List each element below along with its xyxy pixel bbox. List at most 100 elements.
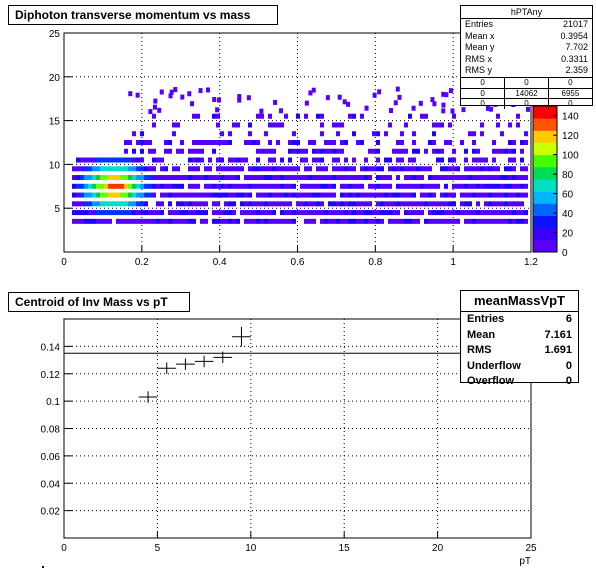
heatmap-cell <box>344 192 348 198</box>
heatmap-cell <box>236 183 240 189</box>
heatmap-cell <box>432 218 436 224</box>
heatmap-cell <box>184 201 188 207</box>
heatmap-cell <box>200 218 204 224</box>
heatmap-cell <box>524 192 528 198</box>
heatmap-cell <box>88 192 92 198</box>
heatmap-cell <box>152 210 156 216</box>
heatmap-cell <box>320 218 324 224</box>
heatmap-cell <box>148 148 152 154</box>
heatmap-cell <box>204 140 208 145</box>
heatmap-cell <box>236 122 240 128</box>
heatmap-cell <box>80 218 84 224</box>
heatmap-cell <box>324 218 328 224</box>
heatmap-cell <box>476 166 480 172</box>
heatmap-cell <box>480 131 484 137</box>
heatmap-cell <box>348 113 352 119</box>
heatmap-cell <box>416 201 420 207</box>
heatmap-cell <box>360 175 364 181</box>
heatmap-cell <box>524 210 528 216</box>
heatmap-cell <box>184 192 188 198</box>
heatmap-cell <box>156 210 160 216</box>
heatmap-cell <box>300 183 304 189</box>
heatmap-cell <box>288 210 292 216</box>
heatmap-cell <box>460 192 464 198</box>
heatmap-cell <box>420 183 424 189</box>
heatmap-cell <box>264 183 268 189</box>
heatmap-cell <box>188 157 192 163</box>
heatmap-cell <box>100 218 104 224</box>
heatmap-cell <box>400 183 404 189</box>
heatmap-cell <box>428 210 432 216</box>
heatmap-cell <box>196 113 200 119</box>
heatmap-cell <box>260 201 264 207</box>
heatmap-cell <box>304 218 308 224</box>
heatmap-cell <box>88 201 92 207</box>
heatmap-cell <box>492 201 496 207</box>
heatmap-cell <box>492 218 496 224</box>
heatmap-cell <box>404 218 408 224</box>
heatmap-cell <box>472 148 476 154</box>
heatmap-cell <box>280 192 284 198</box>
y-tick-label: 10 <box>49 160 61 171</box>
heatmap-cell <box>432 101 437 107</box>
heatmap-cell <box>148 109 153 115</box>
heatmap-cell <box>136 166 140 172</box>
heatmap-cell <box>372 218 376 224</box>
heatmap-cell <box>156 201 160 207</box>
heatmap-cell <box>484 183 488 189</box>
heatmap-cell <box>520 148 524 154</box>
heatmap-cell <box>224 218 228 224</box>
heatmap-cell <box>84 157 88 163</box>
heatmap-cell <box>320 210 324 216</box>
heatmap-cell <box>264 218 268 224</box>
heatmap-cell <box>356 218 360 224</box>
heatmap-cell <box>100 201 104 207</box>
heatmap-cell <box>476 192 480 198</box>
heatmap-cell <box>220 192 224 198</box>
palette-band <box>533 118 557 131</box>
heatmap-cell <box>132 166 136 172</box>
heatmap-cell <box>72 175 76 181</box>
heatmap-cell <box>516 218 520 224</box>
heatmap-cell <box>128 91 133 97</box>
heatmap-cell <box>76 218 80 224</box>
heatmap-cell <box>120 218 124 224</box>
heatmap-cell <box>196 175 200 181</box>
heatmap-cell <box>320 122 324 128</box>
heatmap-cell <box>468 131 472 137</box>
heatmap-cell <box>484 166 488 172</box>
heatmap-cell <box>124 148 128 154</box>
heatmap-cell <box>144 192 148 198</box>
heatmap-cell <box>244 183 248 189</box>
heatmap-cell <box>440 192 444 198</box>
heatmap-cell <box>324 175 328 181</box>
heatmap-cell <box>169 89 174 95</box>
heatmap-cell <box>272 157 276 163</box>
heatmap-cell <box>412 166 416 172</box>
heatmap-cell <box>484 210 488 216</box>
heatmap-cell <box>448 201 452 207</box>
heatmap-cell <box>248 166 252 172</box>
heatmap-cell <box>384 131 388 137</box>
heatmap-cell <box>96 166 100 172</box>
heatmap-cell <box>80 183 84 189</box>
heatmap-cell <box>132 201 136 207</box>
heatmap-cell <box>452 218 456 224</box>
heatmap-cell <box>404 183 408 189</box>
heatmap-cell <box>464 166 468 172</box>
heatmap-cell <box>100 183 104 189</box>
heatmap-cell <box>216 166 220 172</box>
heatmap-cell <box>108 218 112 224</box>
heatmap-cell <box>344 140 348 145</box>
heatmap-cell <box>424 148 428 154</box>
heatmap-cell <box>288 166 292 172</box>
palette-band <box>533 191 557 204</box>
heatmap-cell <box>464 148 468 154</box>
heatmap-cell <box>196 201 200 207</box>
heatmap-cell <box>168 201 172 207</box>
heatmap-cell <box>448 122 452 128</box>
heatmap-cell <box>168 148 172 154</box>
heatmap-cell <box>464 175 468 181</box>
heatmap-cell <box>104 166 108 172</box>
palette-band <box>533 179 557 192</box>
